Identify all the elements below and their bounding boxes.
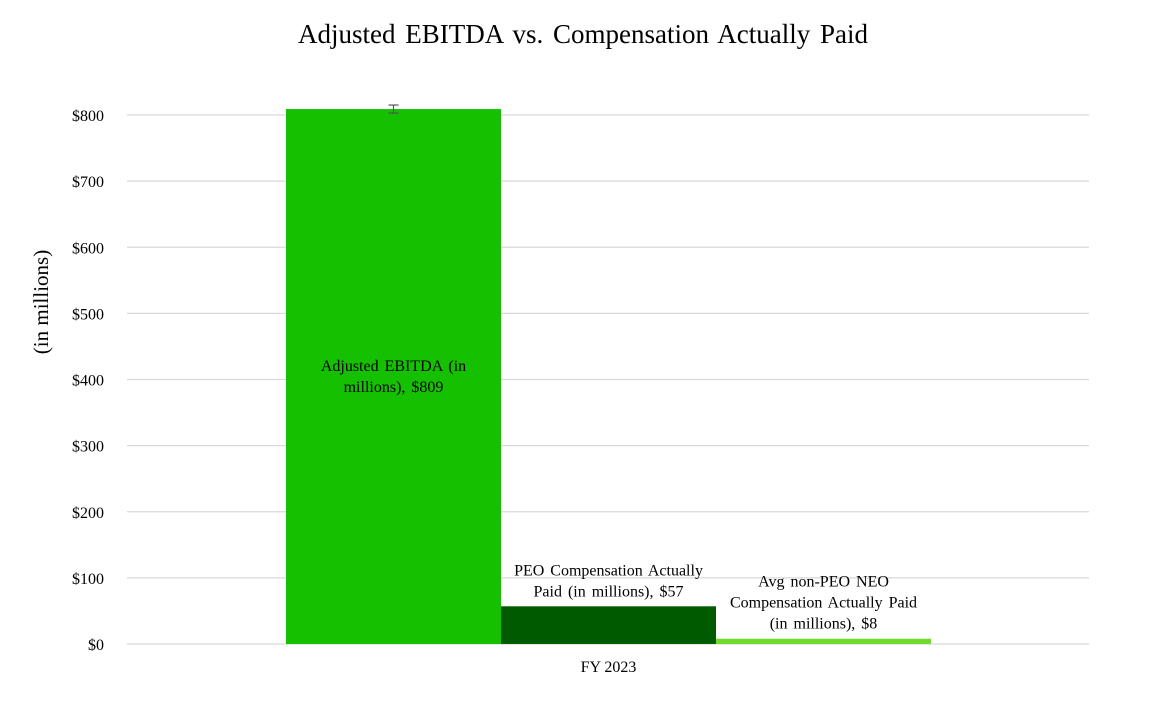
y-tick-label: $700 — [72, 174, 104, 191]
data-label: Compensation Actually Paid — [730, 595, 917, 612]
data-label: Paid (in millions), $57 — [534, 583, 684, 600]
y-tick-label: $400 — [72, 373, 104, 390]
y-tick-label: $0 — [88, 637, 104, 654]
bar — [501, 606, 716, 644]
bars — [286, 104, 931, 644]
data-label: (in millions), $8 — [770, 616, 878, 633]
data-label: Adjusted EBITDA (in — [321, 358, 466, 375]
y-tick-label: $200 — [72, 505, 104, 522]
x-axis-ticks: FY 2023 — [581, 659, 637, 676]
data-label: Avg non-PEO NEO — [758, 574, 889, 591]
y-tick-label: $600 — [72, 240, 104, 257]
data-label: millions), $809 — [344, 379, 444, 396]
y-tick-label: $800 — [72, 108, 104, 125]
y-tick-label: $500 — [72, 306, 104, 323]
bar — [286, 109, 501, 644]
chart-title: Adjusted EBITDA vs. Compensation Actuall… — [298, 19, 868, 49]
y-tick-label: $100 — [72, 571, 104, 588]
y-tick-label: $300 — [72, 439, 104, 456]
bar — [716, 638, 931, 644]
data-label: PEO Compensation Actually — [514, 562, 703, 579]
y-axis-ticks: $0 $100 $200 $300 $400 $500 $600 $700 $800 — [72, 108, 104, 654]
error-bar — [388, 104, 399, 114]
data-labels: Adjusted EBITDA (in millions), $809 PEO Co… — [321, 358, 917, 633]
x-tick-label: FY 2023 — [581, 659, 637, 676]
y-axis-label: (in millions) — [29, 250, 53, 354]
